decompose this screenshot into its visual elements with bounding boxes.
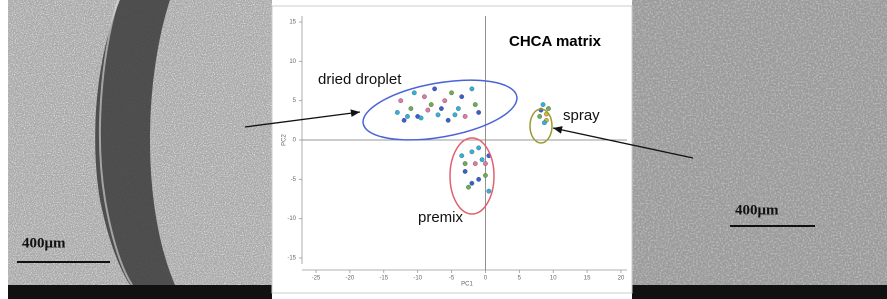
point [476,146,480,150]
x-tick-label: 10 [550,276,557,282]
point [483,173,487,177]
figure: 400μm 400μm -15-10-5051015-25-20-15-10-5… [0,0,887,299]
point [399,98,403,102]
point [405,114,409,118]
point [402,118,406,122]
point [422,95,426,99]
point [470,150,474,154]
point [463,114,467,118]
point [487,189,491,193]
point [476,177,480,181]
scale-label: 400μm [22,235,66,251]
point [470,87,474,91]
annotation: dried droplet [318,71,402,88]
x-tick-label: -20 [346,276,355,282]
point [537,114,541,118]
point [546,106,550,110]
point [453,113,457,117]
sem-left: 400μm [8,0,272,299]
x-tick-label: -5 [449,276,455,282]
point [456,106,460,110]
point [443,98,447,102]
point [436,113,440,117]
point [476,110,480,114]
x-tick-label: 15 [584,276,591,282]
point [412,91,416,95]
sem-right: 400μm [632,0,887,299]
point [480,157,484,161]
point [463,161,467,165]
point [409,106,413,110]
point [460,95,464,99]
chart-title: CHCA matrix [509,33,602,50]
y-axis-label: PC2 [282,134,288,146]
point [439,106,443,110]
x-axis-label: PC1 [461,282,473,288]
point [395,110,399,114]
x-tick-label: -10 [413,276,422,282]
x-tick-label: 20 [618,276,625,282]
x-tick-label: -25 [312,276,321,282]
point [542,120,546,124]
point [426,108,430,112]
point [460,154,464,158]
y-tick-label: 15 [289,20,296,26]
point [419,116,423,120]
point [473,161,477,165]
x-tick-label: -15 [379,276,388,282]
point [446,118,450,122]
point [449,91,453,95]
annotation: spray [563,107,600,124]
point [473,102,477,106]
point [541,102,545,106]
point [432,87,436,91]
point [463,169,467,173]
point [429,102,433,106]
y-tick-label: -15 [287,256,296,262]
annotation: premix [418,209,464,226]
point [466,185,470,189]
point [470,181,474,185]
y-tick-label: -5 [291,177,297,183]
scale-label: 400μm [735,202,779,218]
y-tick-label: -10 [287,216,296,222]
point [483,161,487,165]
y-tick-label: 10 [289,59,296,65]
